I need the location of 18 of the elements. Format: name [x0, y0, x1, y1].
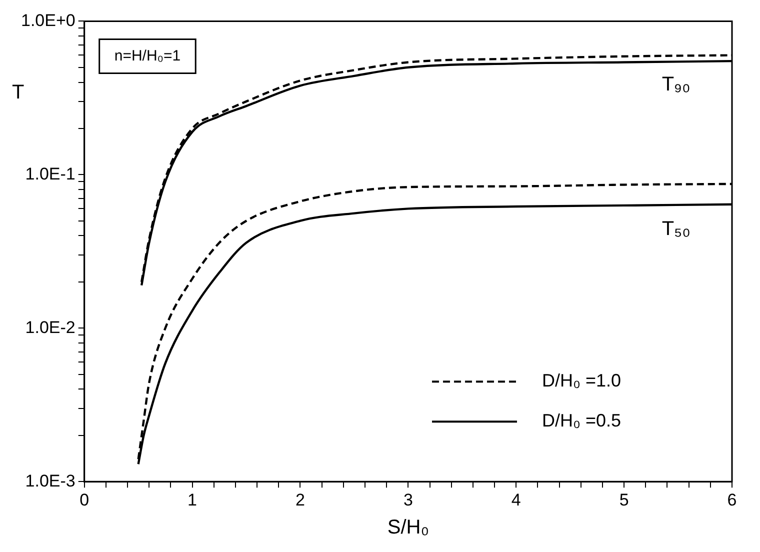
- x-tick-label: 6: [727, 490, 737, 510]
- x-tick-label: 2: [296, 490, 305, 510]
- x-tick-label: 4: [511, 490, 521, 510]
- y-axis-title: T: [12, 82, 24, 104]
- legend-label: D/H₀ =1.0: [542, 370, 622, 391]
- x-tick-label: 5: [619, 490, 629, 510]
- annotation: T₅₀: [662, 218, 690, 240]
- x-tick-label: 3: [403, 490, 413, 510]
- legend-label: D/H₀ =0.5: [542, 410, 622, 431]
- y-tick-label: 1.0E-3: [25, 471, 76, 490]
- x-tick-label: 1: [188, 490, 198, 510]
- y-tick-label: 1.0E-1: [25, 164, 76, 184]
- x-tick-label: 0: [80, 490, 90, 510]
- annotation: n=H/H₀=1: [114, 47, 181, 64]
- y-tick-label: 1.0E+0: [20, 10, 76, 30]
- y-tick-label: 1.0E-2: [25, 318, 76, 337]
- x-axis-title: S/H₀: [387, 516, 429, 539]
- annotation: T₉₀: [662, 74, 690, 96]
